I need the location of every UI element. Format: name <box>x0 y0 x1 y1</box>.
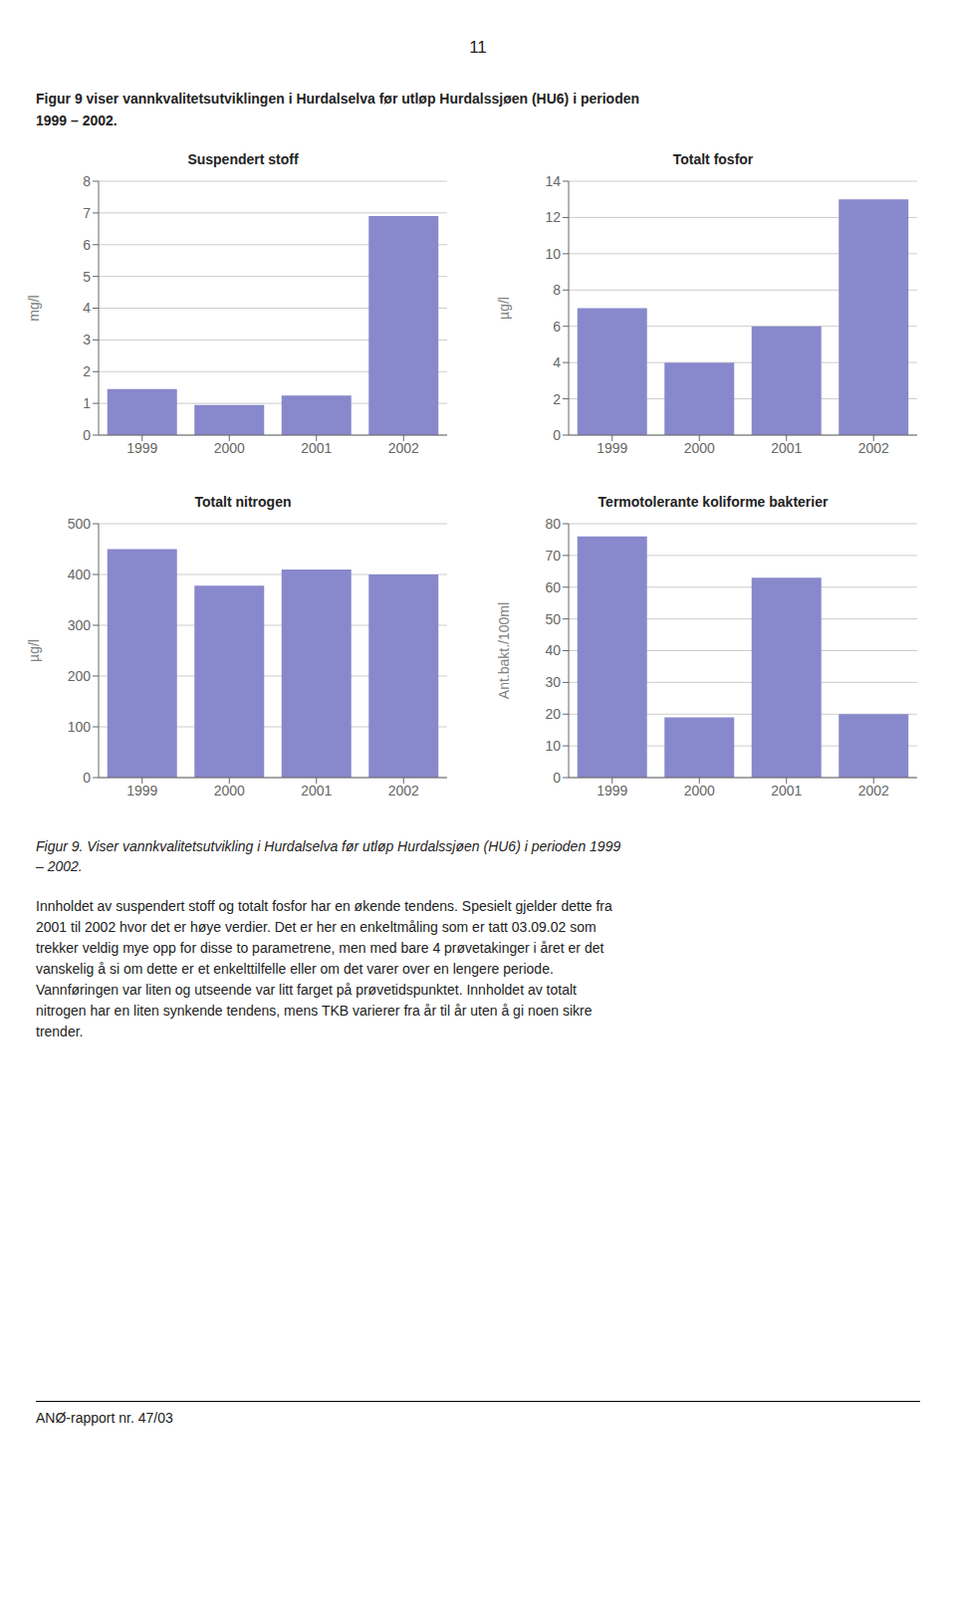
svg-text:1999: 1999 <box>596 782 628 799</box>
svg-text:200: 200 <box>67 668 92 685</box>
svg-text:2001: 2001 <box>770 782 802 799</box>
html-text:1999 – 2002.: 1999 – 2002. <box>35 112 118 129</box>
html-text:ANØ-rapport nr. 47/03: ANØ-rapport nr. 47/03 <box>35 1410 174 1427</box>
svg-text:0: 0 <box>552 427 561 444</box>
svg-text:2002: 2002 <box>388 440 420 457</box>
html-text:Innholdet av suspendert stoff: Innholdet av suspendert stoff og totalt … <box>35 898 613 915</box>
svg-text:2000: 2000 <box>214 440 245 457</box>
svg-text:0: 0 <box>552 769 561 786</box>
svg-text:50: 50 <box>544 611 561 628</box>
svg-text:6: 6 <box>552 318 561 335</box>
svg-text:60: 60 <box>544 579 561 596</box>
svg-text:µg/l: µg/l <box>25 639 42 663</box>
svg-text:mg/l: mg/l <box>25 294 42 321</box>
html-text:Vannføringen var liten og utse: Vannføringen var liten og utseende var l… <box>35 981 577 998</box>
svg-text:Ant.bakt./100ml: Ant.bakt./100ml <box>495 602 512 700</box>
svg-text:2002: 2002 <box>858 782 890 799</box>
svg-text:2: 2 <box>82 363 91 380</box>
svg-text:5: 5 <box>82 268 91 285</box>
html-text:Termotolerante koliforme bakte: Termotolerante koliforme bakterier <box>598 493 828 510</box>
svg-text:2001: 2001 <box>300 440 332 457</box>
svg-text:6: 6 <box>82 237 91 253</box>
svg-text:20: 20 <box>544 706 561 722</box>
html-text:11: 11 <box>469 37 487 57</box>
svg-text:µg/l: µg/l <box>495 296 512 320</box>
svg-text:4: 4 <box>82 299 91 316</box>
svg-text:10: 10 <box>544 737 561 754</box>
svg-text:2: 2 <box>552 391 561 408</box>
html-text:Suspendert stoff: Suspendert stoff <box>187 151 299 168</box>
html-text:Totalt fosfor: Totalt fosfor <box>672 151 754 168</box>
svg-text:2002: 2002 <box>388 782 420 799</box>
svg-text:2000: 2000 <box>684 440 716 457</box>
svg-text:1: 1 <box>82 395 91 412</box>
svg-text:2000: 2000 <box>214 782 245 799</box>
svg-text:500: 500 <box>67 515 92 532</box>
svg-text:0: 0 <box>82 769 91 786</box>
svg-text:2001: 2001 <box>300 782 332 799</box>
svg-text:1999: 1999 <box>596 440 628 457</box>
svg-text:0: 0 <box>82 427 91 444</box>
svg-text:2002: 2002 <box>858 440 890 457</box>
svg-text:3: 3 <box>82 331 91 348</box>
svg-text:10: 10 <box>544 245 561 262</box>
svg-text:8: 8 <box>552 281 561 298</box>
html-text:trender.: trender. <box>35 1023 84 1040</box>
html-text:Totalt nitrogen: Totalt nitrogen <box>194 493 292 510</box>
svg-text:40: 40 <box>544 642 561 659</box>
svg-text:100: 100 <box>67 718 92 735</box>
svg-text:2001: 2001 <box>770 440 802 457</box>
svg-text:1999: 1999 <box>126 782 158 799</box>
svg-text:70: 70 <box>544 547 561 564</box>
svg-text:400: 400 <box>67 566 92 583</box>
svg-text:4: 4 <box>552 354 561 371</box>
html-text:Figur 9 viser vannkvalitetsutv: Figur 9 viser vannkvalitetsutviklingen i… <box>35 90 640 107</box>
svg-text:30: 30 <box>544 674 561 691</box>
svg-text:14: 14 <box>544 173 561 190</box>
svg-text:7: 7 <box>82 205 91 222</box>
svg-text:300: 300 <box>67 617 92 634</box>
html-text:2001 til 2002 hvor det er høye: 2001 til 2002 hvor det er høye verdier. … <box>35 919 597 936</box>
html-text:Figur 9. Viser vannkvalitetsut: Figur 9. Viser vannkvalitetsutvikling i … <box>35 838 621 875</box>
svg-text:8: 8 <box>82 173 91 190</box>
html-text:nitrogen har en liten synkende: nitrogen har en liten synkende tendens, … <box>35 1002 593 1019</box>
html-text:trekker veldig mye opp for dis: trekker veldig mye opp for disse to para… <box>35 940 604 956</box>
svg-text:1999: 1999 <box>126 440 158 457</box>
svg-text:80: 80 <box>544 515 561 532</box>
svg-text:2000: 2000 <box>684 782 716 799</box>
html-text:vanskelig å si om dette er et: vanskelig å si om dette er et enkelttilf… <box>35 960 554 977</box>
svg-text:12: 12 <box>544 209 561 226</box>
